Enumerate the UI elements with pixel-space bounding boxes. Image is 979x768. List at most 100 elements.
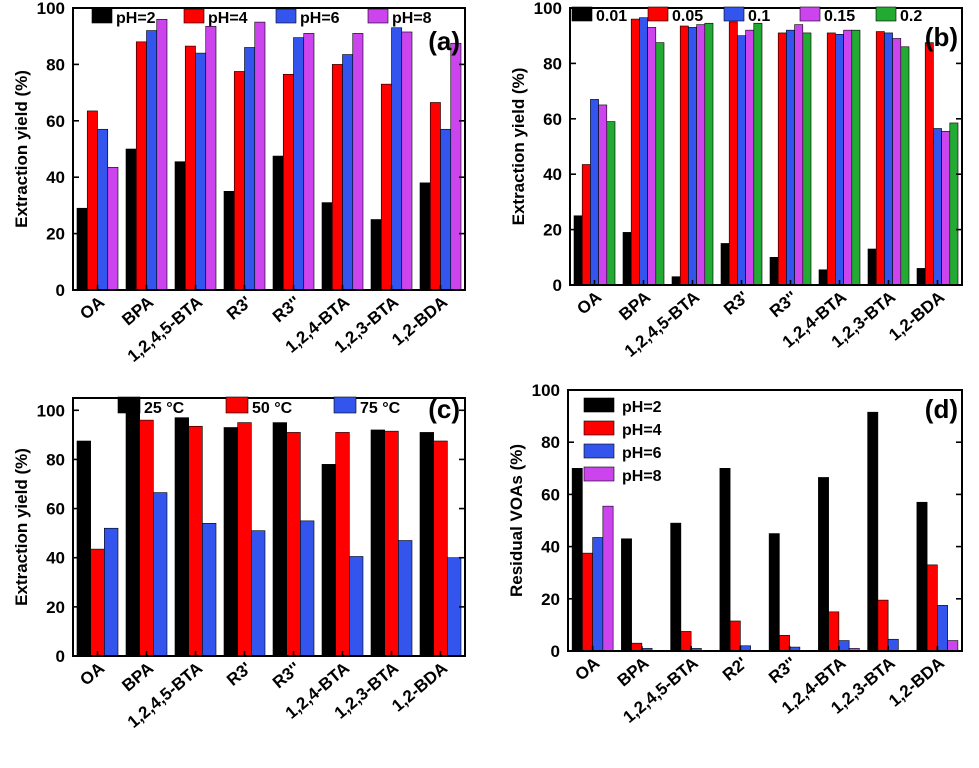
- bar-b-4-0: [606, 121, 616, 286]
- bar-c-1-4: [286, 432, 301, 657]
- bar-d-2-6: [887, 638, 899, 652]
- bar-b-0-2: [671, 276, 681, 286]
- legend-label-c-1: 50 °C: [252, 400, 293, 417]
- bar-c-1-0: [90, 548, 105, 657]
- bar-d-1-6: [877, 599, 889, 652]
- bar-a-0-6: [370, 219, 382, 291]
- category-label-d-4: R3'': [765, 654, 800, 688]
- ytick-label-d-1: 20: [541, 590, 560, 609]
- bar-b-0-5: [818, 269, 828, 286]
- ytick-label-a-2: 40: [46, 168, 65, 187]
- legend-label-d-0: pH=2: [622, 399, 662, 416]
- category-label-a-7: 1,2-BDA: [388, 293, 451, 350]
- bar-b-3-1: [647, 27, 657, 286]
- y-axis-label-d: Residual VOAs (%): [507, 444, 526, 597]
- bar-c-2-5: [349, 556, 364, 657]
- bar-b-2-6: [884, 32, 893, 286]
- bar-b-2-3: [737, 35, 746, 286]
- bar-b-4-3: [753, 22, 763, 286]
- plot-frame-d: [567, 389, 963, 652]
- bar-b-2-1: [639, 17, 648, 286]
- ytick-label-d-3: 60: [541, 485, 560, 504]
- bar-c-2-0: [104, 527, 119, 657]
- bar-a-0-1: [125, 148, 137, 291]
- bar-b-3-2: [696, 24, 706, 286]
- bar-b-3-6: [892, 38, 902, 286]
- legend-label-c-0: 25 °C: [144, 400, 185, 417]
- ytick-label-d-2: 40: [541, 538, 560, 557]
- legend-swatch-a-2: [275, 8, 297, 24]
- legend-label-b-3: 0.15: [824, 8, 855, 25]
- legend-label-d-1: pH=4: [622, 422, 662, 439]
- legend-label-c-2: 75 °C: [360, 400, 401, 417]
- legend-swatch-b-4: [875, 6, 897, 22]
- bar-c-0-1: [125, 405, 140, 657]
- ytick-label-b-3: 60: [543, 110, 562, 129]
- legend-swatch-b-2: [723, 6, 745, 22]
- legend-swatch-c-2: [333, 396, 357, 414]
- ytick-label-b-2: 40: [543, 165, 562, 184]
- bar-a-0-3: [223, 191, 235, 291]
- bar-a-1-7: [429, 102, 441, 291]
- bar-b-2-0: [590, 99, 599, 286]
- bar-c-0-6: [370, 429, 385, 657]
- bar-b-2-2: [688, 27, 697, 286]
- category-label-c-7: 1,2-BDA: [388, 659, 451, 716]
- category-label-b-7: 1,2-BDA: [885, 288, 948, 345]
- bar-a-0-5: [321, 202, 333, 291]
- bar-a-2-5: [342, 54, 354, 291]
- bar-d-1-3: [729, 620, 741, 652]
- plot-frame-a: [72, 7, 466, 291]
- legend-label-b-4: 0.2: [900, 8, 922, 25]
- category-label-d-1: BPA: [614, 654, 653, 691]
- bar-b-2-7: [933, 128, 942, 286]
- bar-b-3-4: [794, 24, 804, 286]
- bar-d-0-0: [571, 467, 583, 652]
- legend-d: pH=2 pH=4 pH=6 pH=8: [583, 397, 662, 485]
- ytick-label-a-4: 80: [46, 55, 65, 74]
- bar-a-2-0: [97, 128, 109, 291]
- legend-label-a-1: pH=4: [208, 10, 248, 27]
- bar-c-0-3: [223, 427, 238, 657]
- bar-b-1-0: [581, 164, 591, 286]
- category-label-d-3: R2': [719, 654, 751, 685]
- y-axis-label-c: Extraction yield (%): [12, 448, 31, 606]
- bar-c-1-6: [384, 430, 399, 657]
- category-label-a-1: BPA: [118, 293, 157, 330]
- bar-b-4-6: [900, 46, 910, 286]
- panel-label-c: (c): [428, 394, 460, 424]
- legend-swatch-b-0: [571, 6, 593, 22]
- bar-b-3-7: [941, 130, 951, 286]
- bar-c-1-5: [335, 432, 350, 657]
- bar-d-2-7: [937, 605, 948, 652]
- legend-label-a-0: pH=2: [116, 10, 156, 27]
- legend-swatch-c-0: [117, 396, 141, 414]
- bar-a-2-6: [391, 27, 403, 291]
- bar-b-0-1: [622, 232, 632, 286]
- bar-b-3-5: [843, 29, 853, 286]
- category-label-b-4: R3'': [766, 288, 801, 322]
- bar-c-2-3: [251, 530, 266, 657]
- bar-c-2-1: [153, 492, 168, 657]
- legend-swatch-d-2: [583, 443, 615, 459]
- bar-c-0-5: [321, 464, 336, 657]
- bar-b-4-5: [851, 29, 861, 286]
- bar-c-2-2: [202, 523, 217, 657]
- bar-c-0-2: [174, 417, 189, 657]
- bar-d-3-7: [947, 640, 959, 652]
- bar-c-2-4: [300, 520, 315, 657]
- bar-a-1-3: [233, 71, 245, 291]
- bar-b-1-5: [826, 32, 836, 286]
- bar-a-3-7: [450, 42, 462, 291]
- ytick-label-c-2: 40: [46, 549, 65, 568]
- bar-c-0-0: [76, 440, 91, 657]
- bar-d-3-0: [602, 505, 614, 652]
- bar-a-2-1: [146, 30, 158, 291]
- legend-swatch-a-3: [367, 8, 389, 24]
- bar-c-2-6: [398, 540, 413, 657]
- legend-swatch-b-3: [799, 6, 821, 22]
- bar-a-3-4: [303, 33, 315, 291]
- legend-label-d-3: pH=8: [622, 468, 662, 485]
